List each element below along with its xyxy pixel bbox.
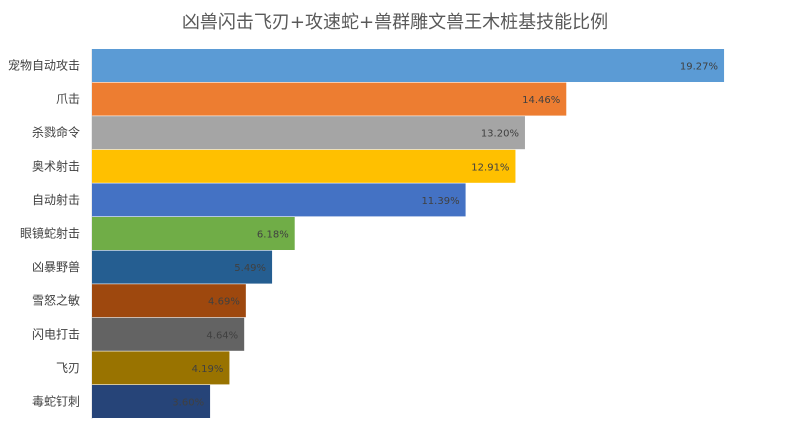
category-label: 闪电打击 [32,327,80,341]
data-label: 3.60% [172,398,204,409]
data-label: 6.18% [257,230,289,241]
category-label: 雪怒之敏 [32,293,80,308]
bar-3 [92,116,525,150]
bar-8 [92,284,246,318]
bar-2 [92,82,567,116]
category-label: 凶暴野兽 [32,260,80,274]
category-label: 自动射击 [32,192,80,207]
data-label: 19.27% [680,62,718,73]
category-label: 飞刃 [56,361,80,375]
category-label: 杀戮命令 [32,125,80,140]
bar-9 [92,317,245,351]
bar-1 [92,49,725,82]
bars-group: 宠物自动攻击 19.27% 爪击 14.46% 杀戮命令 13.20% 奥术射击 12.91%… [8,49,725,418]
bar-7 [92,250,273,284]
category-label: 宠物自动攻击 [8,58,80,73]
chart-title: 凶兽闪击飞刃+攻速蛇+兽群雕文兽王木桩基技能比例 [182,12,608,33]
data-label: 4.69% [208,297,240,308]
category-label: 眼镜蛇射击 [20,226,80,241]
bar-11 [92,385,211,418]
bar-10 [92,351,230,385]
data-label: 13.20% [481,129,519,140]
bar-6 [92,217,295,250]
bar-4 [92,149,516,183]
data-label: 4.19% [192,364,224,375]
category-label: 爪击 [56,92,80,106]
category-label: 毒蛇钉刺 [32,394,80,409]
data-label: 14.46% [522,95,560,106]
data-label: 11.39% [421,196,459,207]
data-label: 4.64% [206,330,238,341]
bar-5 [92,183,466,217]
data-label: 12.91% [471,162,509,173]
category-label: 奥术射击 [32,158,80,173]
data-label: 5.49% [234,263,266,274]
